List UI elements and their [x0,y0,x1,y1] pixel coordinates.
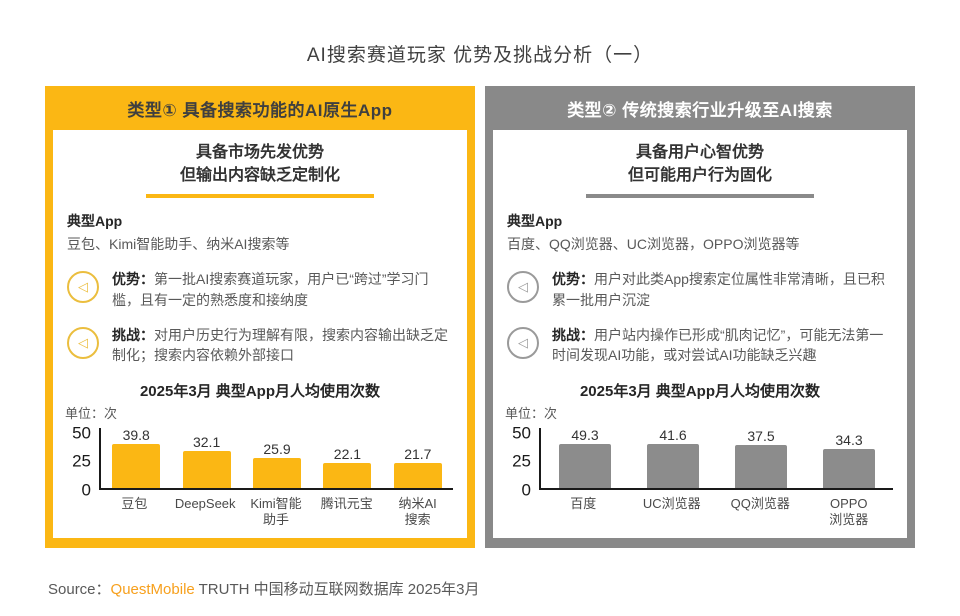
plot-area: 39.8 32.1 25.9 22.1 21.7 豆包 DeepSeek Kimi智能 助手… [99,427,453,530]
advantage-point: ◁ 优势：用户对此类App搜索定位属性非常清晰，且已积累一批用户沉淀 [507,269,893,310]
source-brand: QuestMobile [110,581,195,598]
typical-apps-label: 典型App [67,213,123,230]
bar-value-label: 25.9 [263,441,291,458]
x-tick-label: QQ浏览器 [730,495,790,511]
subtitle-underline [146,194,374,199]
bar [182,451,231,488]
bar-column: 22.1 [312,428,382,488]
bars: 49.3 41.6 37.5 34.3 [539,427,893,490]
advantage-text: 优势：用户对此类App搜索定位属性非常清晰，且已积累一批用户沉淀 [552,271,885,308]
challenge-point: ◁ 挑战：对用户历史行为理解有限，搜索内容输出缺乏定制化；搜索内容依赖外部接口 [67,325,453,366]
bar-column: 41.6 [629,428,717,488]
panel-subtitle: 具备用户心智优势 但可能用户行为固化 [493,141,907,199]
x-tick-label: OPPO 浏览器 [829,495,869,528]
x-tick-label: DeepSeek [174,495,236,511]
bar-value-label: 34.3 [835,431,863,448]
circled-left-triangle-icon: ◁ [67,271,99,304]
chart-body: 0 25 50 49.3 41.6 37.5 34.3 百度 UC浏览器 QQ浏览器 OPPO … [505,423,893,530]
bar-column: 34.3 [805,428,893,488]
challenge-point: ◁ 挑战：用户站内操作已形成“肌肉记忆”，可能无法第一时间发现AI功能，或对尝试… [507,325,893,366]
bar-value-label: 37.5 [747,428,775,445]
y-tick-label: 0 [521,480,531,500]
usage-chart-traditional: 2025年3月 典型App月人均使用次数 单位：次 0 25 50 49.3 41.6… [493,380,907,530]
panel-body: 具备用户心智优势 但可能用户行为固化 典型App 百度、QQ浏览器、UC浏览器，… [493,130,907,538]
chart-unit-label: 单位：次 [65,405,118,421]
chart-title: 2025年3月 典型App月人均使用次数 [139,382,381,400]
typical-apps-label: 典型App [507,213,563,230]
panels-row: 类型① 具备搜索功能的AI原生App 具备市场先发优势 但输出内容缺乏定制化 典… [45,86,915,548]
subtitle-line: 但输出内容缺乏定制化 [179,167,340,185]
bar-value-label: 39.8 [122,426,150,443]
x-axis-labels: 豆包 DeepSeek Kimi智能 助手 腾讯元宝 纳米AI 搜索 [99,496,453,530]
panel-header-type1: 类型① 具备搜索功能的AI原生App [127,100,393,120]
bar [253,458,302,488]
source-line: Source：QuestMobile TRUTH 中国移动互联网数据库 2025… [48,578,480,599]
bar-value-label: 21.7 [404,446,432,463]
bar-column: 49.3 [541,428,629,488]
challenge-text: 挑战：对用户历史行为理解有限，搜索内容输出缺乏定制化；搜索内容依赖外部接口 [112,326,448,364]
x-axis-labels: 百度 UC浏览器 QQ浏览器 OPPO 浏览器 [539,496,893,530]
y-tick-label: 25 [72,451,91,471]
chart-body: 0 25 50 39.8 32.1 25.9 22.1 21.7 豆包 DeepSeek Kim… [65,423,453,530]
y-tick-label: 25 [512,451,531,471]
bar [393,463,442,488]
x-tick-label: UC浏览器 [642,495,701,511]
x-tick-label: 纳米AI 搜索 [398,495,437,528]
bar [559,443,611,488]
subtitle-line: 具备市场先发优势 [195,144,324,161]
y-tick-label: 50 [72,423,91,443]
panel-subtitle: 具备市场先发优势 但输出内容缺乏定制化 [53,141,467,199]
source-rest: TRUTH 中国移动互联网数据库 2025年3月 [194,581,480,598]
page-title: AI搜索赛道玩家 优势及挑战分析（一） [306,45,654,66]
chart-title: 2025年3月 典型App月人均使用次数 [579,382,821,400]
typical-apps-list: 豆包、Kimi智能助手、纳米AI搜索等 [67,236,290,253]
x-tick-label: Kimi智能 助手 [250,495,302,528]
x-tick-label: 百度 [570,495,597,511]
x-tick-label: 豆包 [121,495,148,511]
bar-value-label: 49.3 [571,426,599,443]
x-tick-label: 腾讯元宝 [320,495,373,511]
bar-column: 39.8 [101,428,171,488]
chart-unit-label: 单位：次 [505,405,558,421]
bar-column: 32.1 [171,428,241,488]
usage-chart-ai-native: 2025年3月 典型App月人均使用次数 单位：次 0 25 50 39.8 32.1… [53,380,467,530]
bar-value-label: 22.1 [333,445,362,462]
advantage-point: ◁ 优势：第一批AI搜索赛道玩家，用户已“跨过”学习门槛，且有一定的熟悉度和接纳… [67,269,453,310]
bar-value-label: 32.1 [192,434,221,451]
circled-left-triangle-icon: ◁ [67,326,99,359]
bar [823,448,875,488]
bar [323,462,372,488]
y-tick-label: 0 [81,480,91,500]
circled-left-triangle-icon: ◁ [507,326,539,359]
circled-left-triangle-icon: ◁ [507,271,539,304]
subtitle-line: 但可能用户行为固化 [627,167,772,185]
panel-body: 具备市场先发优势 但输出内容缺乏定制化 典型App 豆包、Kimi智能助手、纳米… [53,130,467,538]
typical-apps-list: 百度、QQ浏览器、UC浏览器，OPPO浏览器等 [507,236,800,253]
bar-column: 21.7 [383,428,453,488]
typical-apps-section: 典型App 豆包、Kimi智能助手、纳米AI搜索等 [67,211,453,254]
bar-column: 25.9 [242,428,312,488]
y-axis: 0 25 50 [65,423,99,498]
subtitle-underline [586,194,814,199]
panel-header-type2: 类型② 传统搜索行业升级至AI搜索 [567,100,833,120]
advantage-text: 优势：第一批AI搜索赛道玩家，用户已“跨过”学习门槛，且有一定的熟悉度和接纳度 [112,271,429,308]
source-label: Source： [48,581,111,598]
panel-traditional-search: 类型② 传统搜索行业升级至AI搜索 具备用户心智优势 但可能用户行为固化 典型A… [485,86,915,548]
panel-ai-native-apps: 类型① 具备搜索功能的AI原生App 具备市场先发优势 但输出内容缺乏定制化 典… [45,86,475,548]
challenge-text: 挑战：用户站内操作已形成“肌肉记忆”，可能无法第一时间发现AI功能，或对尝试AI… [552,326,884,364]
bar-column: 37.5 [717,428,805,488]
subtitle-line: 具备用户心智优势 [635,144,764,161]
y-axis: 0 25 50 [505,423,539,498]
bar [735,445,787,488]
plot-area: 49.3 41.6 37.5 34.3 百度 UC浏览器 QQ浏览器 OPPO 浏览器 [539,427,893,530]
bar [647,443,699,488]
typical-apps-section: 典型App 百度、QQ浏览器、UC浏览器，OPPO浏览器等 [507,211,893,254]
bar [112,443,161,488]
y-tick-label: 50 [512,423,531,443]
bar-value-label: 41.6 [659,426,687,443]
bars: 39.8 32.1 25.9 22.1 21.7 [99,427,453,490]
